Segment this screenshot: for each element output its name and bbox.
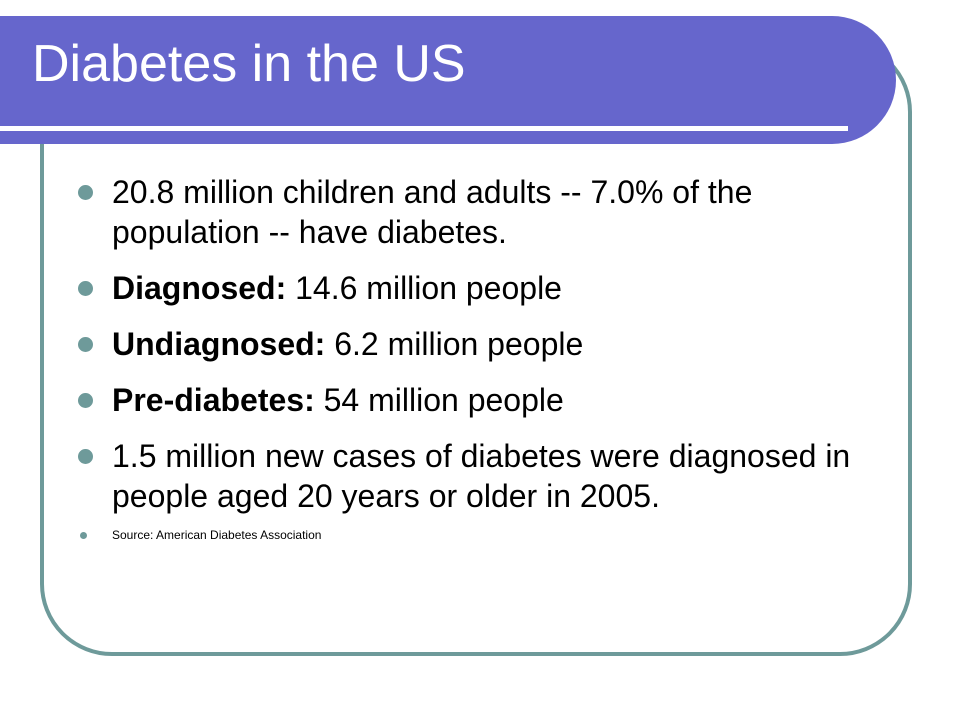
title-underline [0, 126, 848, 131]
bullet-dot-icon [78, 449, 93, 464]
bullet-text: 20.8 million children and adults -- 7.0%… [112, 174, 753, 250]
source-text: Source: American Diabetes Association [112, 528, 322, 542]
bullet-text: 6.2 million people [325, 326, 584, 362]
bullet-text: 54 million people [314, 382, 564, 418]
bullet-item-new-cases: 1.5 million new cases of diabetes were d… [76, 436, 876, 516]
bullet-dot-icon [78, 185, 93, 200]
bullet-item-population: 20.8 million children and adults -- 7.0%… [76, 172, 876, 252]
bullet-dot-icon [78, 393, 93, 408]
slide-title: Diabetes in the US [32, 35, 466, 93]
bullet-lead: Undiagnosed: [112, 326, 326, 362]
bullet-dot-icon [78, 281, 93, 296]
bullet-item-undiagnosed: Undiagnosed: 6.2 million people [76, 324, 876, 364]
bullet-lead: Diagnosed: [112, 270, 287, 306]
bullet-item-prediabetes: Pre-diabetes: 54 million people [76, 380, 876, 420]
bullet-dot-icon [78, 337, 93, 352]
bullet-list: 20.8 million children and adults -- 7.0%… [76, 172, 876, 544]
bullet-lead: Pre-diabetes: [112, 382, 315, 418]
title-bar [0, 16, 896, 144]
bullet-text: 1.5 million new cases of diabetes were d… [112, 438, 851, 514]
bullet-dot-icon [80, 532, 87, 539]
bullet-item-diagnosed: Diagnosed: 14.6 million people [76, 268, 876, 308]
bullet-text: 14.6 million people [286, 270, 562, 306]
bullet-item-source: Source: American Diabetes Association [76, 526, 876, 544]
